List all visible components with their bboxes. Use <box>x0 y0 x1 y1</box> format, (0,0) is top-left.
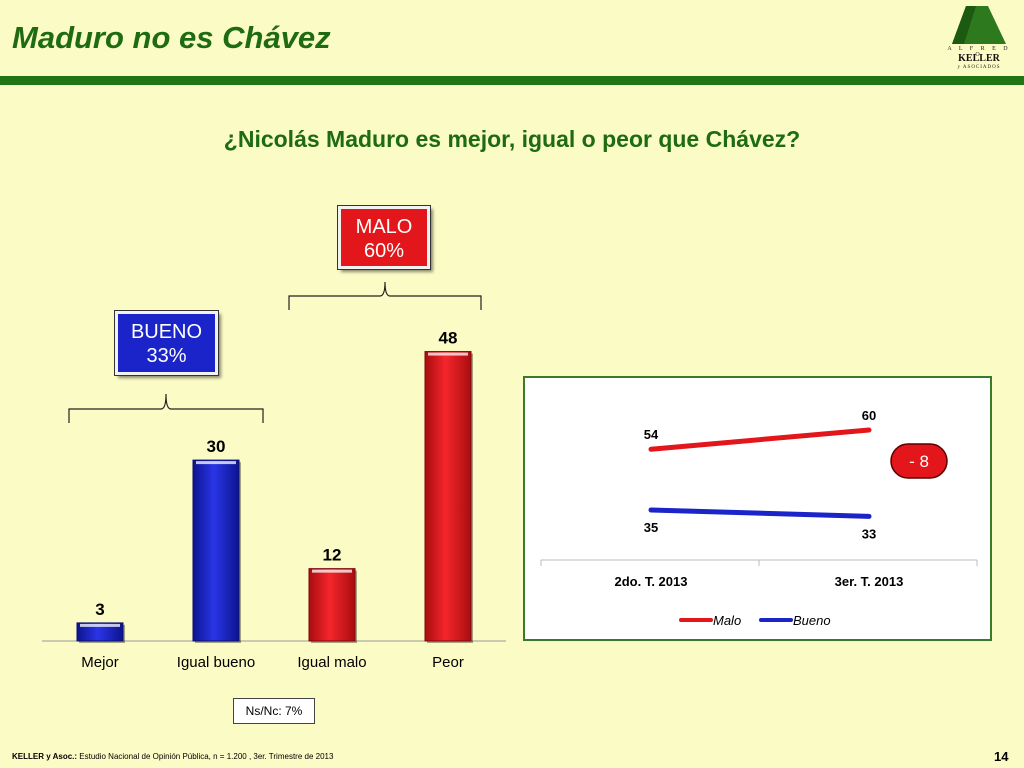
trend-point-label: 54 <box>644 427 659 442</box>
header-rule <box>0 76 1024 85</box>
bueno-badge: BUENO 33% <box>114 310 219 376</box>
bar-value-label: 3 <box>95 600 104 619</box>
trend-line-chart: 2do. T. 2013 3er. T. 2013 54 60 35 33 - 8 Malo B… <box>540 408 978 628</box>
bar-highlight <box>80 623 120 627</box>
difference-badge <box>890 443 948 479</box>
trend-point-label: 35 <box>644 520 658 535</box>
question-heading: ¿Nicolás Maduro es mejor, igual o peor q… <box>223 126 801 152</box>
malo-badge-label: MALO <box>355 216 413 238</box>
trend-point-label: 60 <box>862 408 876 423</box>
bar-category-label: Mejor <box>81 654 119 671</box>
footer-source-name: KELLER y Asoc.: <box>12 752 78 761</box>
bueno-badge-label: BUENO <box>130 321 203 343</box>
logo-text-name: KELLER <box>958 53 1000 64</box>
footer-source: KELLER y Asoc.: Estudio Nacional de Opin… <box>12 752 333 761</box>
malo-badge: MALO 60% <box>337 205 431 270</box>
legend-label: Malo <box>713 613 741 628</box>
ns-nc-box: Ns/Nc: 7% <box>233 698 315 724</box>
logo-text-top: A L F R E D O <box>947 46 1011 58</box>
trend-chart-panel: 2do. T. 2013 3er. T. 2013 54 60 35 33 - 8 Malo B… <box>523 376 992 641</box>
malo-brace <box>288 281 482 310</box>
trend-category-label: 2do. T. 2013 <box>615 574 688 589</box>
bueno-brace <box>68 393 264 423</box>
bar-value-label: 12 <box>323 546 342 565</box>
bar-igual-malo <box>308 568 356 642</box>
bar-mejor <box>76 622 124 642</box>
logo-text-bottom: y ASOCIADOS <box>957 65 1001 70</box>
bar-highlight <box>428 352 468 356</box>
footer-source-text: Estudio Nacional de Opinión Pública, n =… <box>77 752 334 761</box>
legend-label: Bueno <box>793 613 831 628</box>
trend-category-label: 3er. T. 2013 <box>835 574 904 589</box>
slide-title: Maduro no es Chávez <box>12 20 331 55</box>
page-number: 14 <box>994 749 1009 764</box>
bar-peor <box>424 351 472 642</box>
difference-badge-text: - 8 <box>909 452 929 471</box>
bar-highlight <box>196 461 236 465</box>
malo-badge-value: 60% <box>363 240 405 262</box>
bueno-badge-value: 33% <box>146 345 187 367</box>
bar-category-label: Peor <box>432 654 464 671</box>
bar-highlight <box>312 569 352 573</box>
bar-category-label: Igual malo <box>297 654 366 671</box>
bar-category-label: Igual bueno <box>177 654 255 671</box>
trend-line-malo <box>648 427 872 452</box>
trend-line-bueno <box>648 507 872 519</box>
bar-igual-bueno <box>192 459 240 642</box>
logo-mark-icon <box>952 6 1006 44</box>
trend-point-label: 33 <box>862 526 876 541</box>
bar-value-label: 48 <box>439 329 458 348</box>
bar-value-label: 30 <box>207 437 226 456</box>
keller-logo: A L F R E D O KELLER y ASOCIADOS <box>946 4 1012 74</box>
